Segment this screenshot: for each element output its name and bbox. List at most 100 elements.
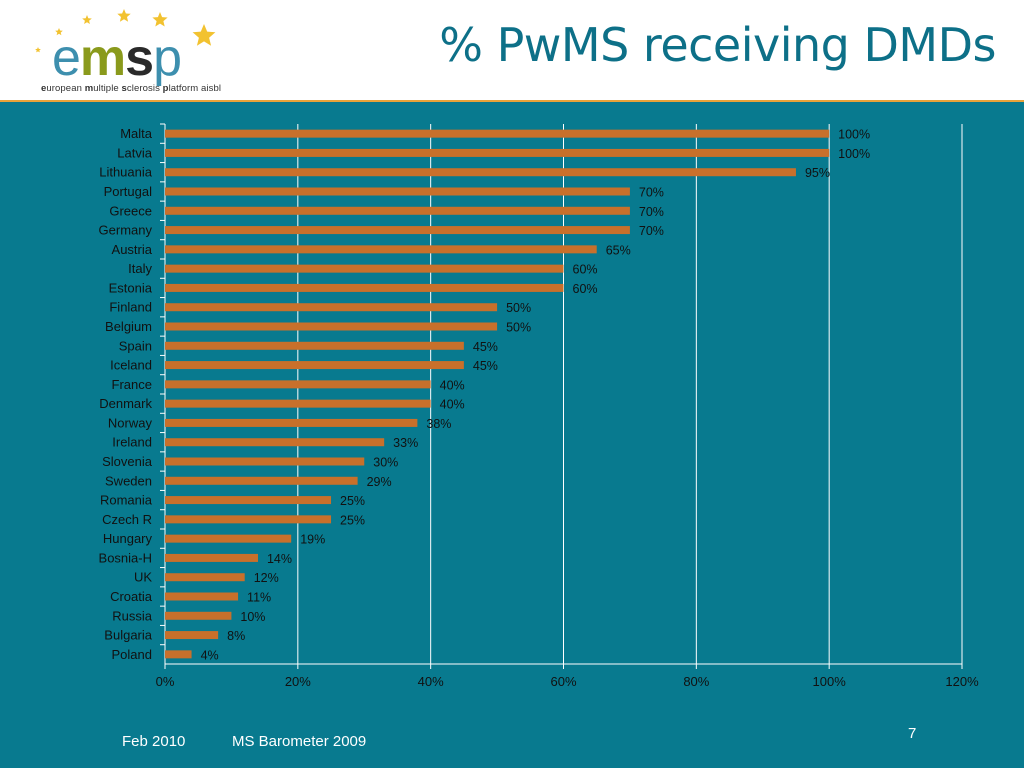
bar	[165, 534, 292, 543]
category-label: Norway	[108, 415, 153, 430]
page-number: 7	[908, 725, 917, 742]
x-tick-label: 100%	[813, 674, 847, 689]
category-label: Sweden	[105, 473, 152, 488]
footer-date: Feb 2010	[122, 733, 186, 750]
bar	[165, 631, 219, 640]
value-label: 11%	[247, 591, 271, 605]
x-tick-label: 120%	[945, 674, 979, 689]
bar-chart: 0% 20% 40% 60% 80% 100% 120% Malta 100% Latvia 100…	[99, 123, 979, 689]
category-label: Denmark	[99, 396, 152, 411]
category-label: Latvia	[117, 145, 152, 160]
bar	[165, 611, 232, 620]
value-label: 12%	[254, 571, 279, 585]
slide-title: % PwMS receiving DMDs	[439, 18, 996, 72]
category-label: Spain	[119, 338, 152, 353]
bar	[165, 399, 431, 408]
value-label: 60%	[573, 263, 598, 277]
star-icon	[117, 9, 131, 22]
logo-letter-s: s	[125, 29, 154, 87]
emsp-logo: emsp european multiple sclerosis platfor…	[28, 6, 228, 98]
bar	[165, 283, 564, 292]
value-label: 45%	[473, 359, 498, 373]
category-label: Hungary	[103, 531, 153, 546]
logo-wordmark: emsp	[52, 29, 182, 87]
star-icon	[82, 15, 92, 24]
category-label: Romania	[100, 493, 153, 508]
x-tick-label: 60%	[550, 674, 576, 689]
bar	[165, 457, 365, 466]
x-tick-label: 40%	[418, 674, 444, 689]
category-label: Belgium	[105, 319, 152, 334]
bar	[165, 129, 830, 138]
value-label: 40%	[440, 398, 465, 412]
footer-source: MS Barometer 2009	[232, 733, 367, 750]
category-label: Ireland	[112, 435, 152, 450]
value-label: 4%	[201, 648, 219, 662]
star-icon	[35, 47, 41, 53]
category-label: Portugal	[104, 184, 153, 199]
value-label: 14%	[267, 552, 292, 566]
bar	[165, 592, 239, 601]
value-label: 100%	[838, 147, 870, 161]
category-label: Bosnia-H	[99, 550, 152, 565]
value-label: 65%	[606, 243, 631, 257]
logo-stars	[35, 9, 216, 53]
category-label: Bulgaria	[104, 628, 152, 643]
value-label: 30%	[373, 456, 398, 470]
logo-tagline-part: m	[84, 83, 94, 94]
category-label: France	[112, 377, 152, 392]
category-label: Germany	[99, 223, 153, 238]
x-tick-label: 0%	[156, 674, 175, 689]
bar	[165, 650, 192, 659]
bar	[165, 245, 597, 254]
bar	[165, 438, 385, 447]
value-label: 25%	[340, 494, 365, 508]
bar	[165, 168, 796, 177]
bar	[165, 226, 630, 235]
bar	[165, 148, 830, 157]
logo-letter-m: m	[79, 29, 126, 87]
bar	[165, 361, 464, 370]
category-label: Estonia	[109, 280, 153, 295]
category-label: Poland	[112, 647, 152, 662]
logo-tagline-part: latform aisbl	[168, 83, 222, 94]
bar	[165, 264, 564, 273]
category-label: Russia	[112, 608, 153, 623]
value-label: 40%	[440, 378, 465, 392]
value-label: 45%	[473, 340, 498, 354]
value-label: 70%	[639, 186, 664, 200]
bar	[165, 476, 358, 485]
logo-letter-e: e	[52, 29, 81, 87]
logo-tagline-part: uropean	[46, 83, 85, 94]
bar	[165, 187, 630, 196]
value-label: 33%	[393, 436, 418, 450]
value-label: 38%	[426, 417, 451, 431]
value-label: 8%	[227, 629, 245, 643]
star-icon	[192, 24, 216, 46]
star-icon	[55, 28, 63, 36]
bar	[165, 515, 332, 524]
bar	[165, 573, 245, 582]
category-label: Slovenia	[102, 454, 153, 469]
logo-tagline: european multiple sclerosis platform ais…	[41, 83, 221, 94]
category-label: Iceland	[110, 358, 152, 373]
value-label: 95%	[805, 166, 830, 180]
category-label: Greece	[109, 203, 152, 218]
category-label: Czech R	[102, 512, 152, 527]
bar	[165, 418, 418, 427]
logo-tagline-part: p	[162, 83, 169, 94]
value-label: 25%	[340, 513, 365, 527]
slide-header: emsp european multiple sclerosis platfor…	[0, 0, 1024, 102]
bar	[165, 322, 498, 331]
x-tick-label: 20%	[285, 674, 311, 689]
category-label: Italy	[128, 261, 152, 276]
logo-tagline-part: clerosis	[126, 83, 163, 94]
value-label: 50%	[506, 321, 531, 335]
category-label: Croatia	[110, 589, 153, 604]
value-label: 70%	[639, 205, 664, 219]
bar	[165, 380, 431, 389]
category-label: Austria	[112, 242, 153, 257]
bar	[165, 553, 258, 562]
bar	[165, 341, 464, 350]
logo-tagline-part: e	[41, 83, 47, 94]
